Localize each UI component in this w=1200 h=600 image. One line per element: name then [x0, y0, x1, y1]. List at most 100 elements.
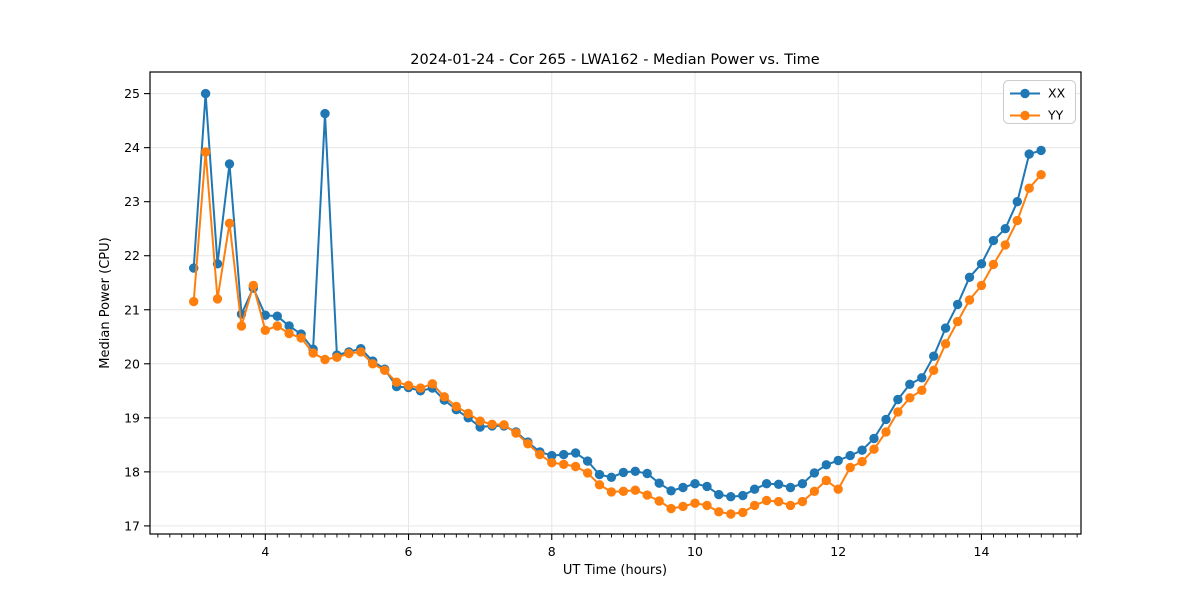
- data-point-yy: [284, 328, 294, 339]
- data-point-yy: [475, 416, 485, 426]
- data-point-yy: [511, 428, 521, 438]
- data-point-xx: [320, 108, 330, 119]
- data-point-yy: [380, 365, 390, 375]
- data-point-yy: [940, 339, 951, 349]
- data-point-xx: [570, 448, 581, 458]
- data-point-xx: [761, 479, 772, 489]
- data-point-yy: [1012, 215, 1022, 226]
- data-point-xx: [642, 468, 652, 479]
- x-tick-label: 12: [830, 544, 846, 559]
- chart-title: 2024-01-24 - Cor 265 - LWA162 - Median P…: [410, 52, 819, 68]
- tick-layer: 17 18 19 20 21 22 23 24 25 4 6 8 10 12 14: [124, 86, 1078, 559]
- data-point-yy: [1024, 183, 1034, 193]
- data-point-yy: [988, 259, 999, 270]
- data-point-yy: [224, 218, 235, 228]
- data-point-xx: [905, 379, 915, 389]
- data-point-xx: [1024, 149, 1034, 159]
- data-point-xx: [809, 468, 820, 478]
- data-point-yy: [487, 419, 497, 429]
- data-point-xx: [678, 482, 688, 493]
- data-point-xx: [582, 456, 593, 466]
- data-point-yy: [594, 480, 605, 490]
- data-point-yy: [1000, 240, 1010, 250]
- series-xx: [189, 88, 1046, 502]
- data-point-yy: [248, 280, 258, 291]
- data-point-yy: [761, 495, 772, 506]
- data-point-xx: [857, 445, 867, 455]
- data-point-yy: [320, 354, 330, 365]
- data-point-yy: [189, 296, 199, 307]
- data-point-yy: [678, 501, 688, 512]
- y-axis-label: Median Power (CPU): [98, 237, 113, 368]
- data-point-yy: [881, 427, 891, 437]
- data-point-xx: [606, 472, 617, 482]
- data-point-yy: [714, 507, 724, 517]
- data-point-yy: [869, 444, 879, 454]
- data-point-yy: [463, 408, 473, 419]
- data-point-yy: [368, 359, 378, 369]
- x-axis-label: UT Time (hours): [563, 563, 667, 578]
- data-point-yy: [236, 321, 247, 331]
- legend-sample-marker-yy: [1020, 110, 1030, 121]
- y-tick-label: 19: [124, 410, 140, 425]
- data-point-yy: [821, 475, 831, 486]
- data-point-yy: [451, 401, 461, 412]
- data-point-yy: [630, 485, 640, 495]
- grid-layer: [150, 72, 1081, 534]
- data-point-xx: [869, 433, 879, 444]
- data-point-xx: [738, 490, 748, 501]
- series-layer: [189, 88, 1046, 519]
- data-point-yy: [582, 468, 593, 478]
- data-point-yy: [332, 352, 342, 362]
- data-point-xx: [200, 88, 211, 99]
- data-point-xx: [785, 482, 796, 493]
- data-point-yy: [200, 147, 211, 157]
- data-point-yy: [356, 347, 366, 357]
- data-point-yy: [403, 380, 414, 391]
- x-tick-label: 8: [548, 544, 556, 559]
- data-point-yy: [570, 461, 581, 472]
- data-point-xx: [594, 469, 605, 480]
- axes-box: [149, 71, 1082, 535]
- y-tick-label: 22: [124, 248, 140, 263]
- y-tick-label: 25: [124, 86, 140, 101]
- data-point-xx: [726, 492, 736, 502]
- data-point-yy: [976, 280, 987, 291]
- data-point-xx: [988, 235, 999, 246]
- data-point-yy: [893, 407, 903, 417]
- data-point-yy: [212, 294, 223, 304]
- y-tick-label: 18: [124, 464, 140, 479]
- data-point-xx: [618, 467, 629, 478]
- data-point-xx: [224, 159, 235, 169]
- data-point-xx: [272, 311, 282, 321]
- data-point-yy: [439, 392, 449, 402]
- data-point-yy: [738, 507, 748, 518]
- data-point-yy: [773, 496, 784, 507]
- data-point-xx: [845, 450, 855, 461]
- data-point-yy: [952, 316, 963, 327]
- data-point-xx: [833, 455, 843, 466]
- data-point-yy: [260, 325, 270, 335]
- data-point-xx: [976, 259, 987, 269]
- data-point-xx: [702, 481, 712, 492]
- data-point-xx: [654, 478, 664, 488]
- data-point-yy: [559, 459, 569, 469]
- data-point-xx: [917, 373, 927, 383]
- data-point-yy: [857, 456, 867, 467]
- data-point-xx: [964, 272, 975, 282]
- data-point-yy: [654, 496, 664, 506]
- data-point-xx: [630, 466, 640, 476]
- data-point-yy: [618, 486, 629, 496]
- data-point-yy: [929, 365, 939, 375]
- data-point-yy: [308, 348, 318, 358]
- data-point-xx: [666, 486, 676, 496]
- data-point-yy: [785, 500, 796, 511]
- data-point-xx: [547, 450, 557, 461]
- data-point-yy: [666, 503, 676, 514]
- data-point-xx: [821, 460, 831, 470]
- y-tick-label: 20: [124, 356, 140, 371]
- data-point-yy: [833, 484, 843, 494]
- data-point-yy: [547, 458, 557, 468]
- series-line-xx: [192, 92, 1043, 498]
